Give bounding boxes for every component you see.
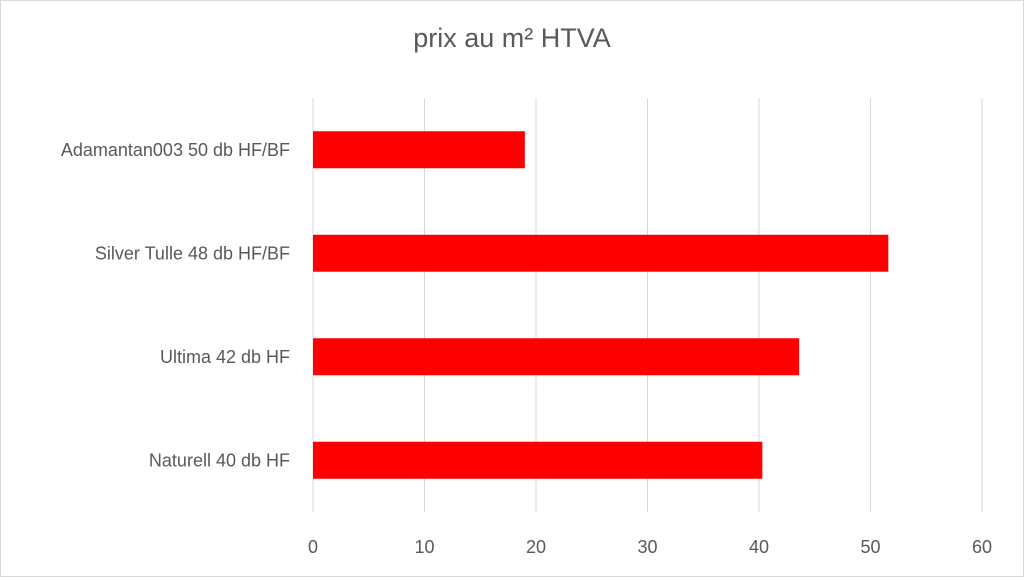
category-label: Silver Tulle 48 db HF/BF — [95, 243, 290, 263]
x-tick-label: 10 — [414, 537, 434, 557]
x-tick-label: 30 — [637, 537, 657, 557]
x-tick-label: 40 — [749, 537, 769, 557]
x-tick-label: 0 — [308, 537, 318, 557]
category-label: Adamantan003 50 db HF/BF — [61, 140, 290, 160]
x-tick-label: 60 — [972, 537, 992, 557]
bar — [313, 131, 525, 169]
x-tick-labels: 0 10 20 30 40 50 60 — [308, 537, 992, 557]
x-tick-label: 20 — [526, 537, 546, 557]
category-label: Naturell 40 db HF — [149, 450, 290, 470]
bar — [313, 234, 889, 272]
category-label: Ultima 42 db HF — [160, 347, 290, 367]
chart-title: prix au m² HTVA — [413, 23, 611, 53]
bars — [313, 131, 889, 479]
bar — [313, 441, 763, 479]
bar — [313, 338, 800, 376]
x-tick-label: 50 — [860, 537, 880, 557]
category-labels: Adamantan003 50 db HF/BF Silver Tulle 48 … — [61, 140, 290, 471]
